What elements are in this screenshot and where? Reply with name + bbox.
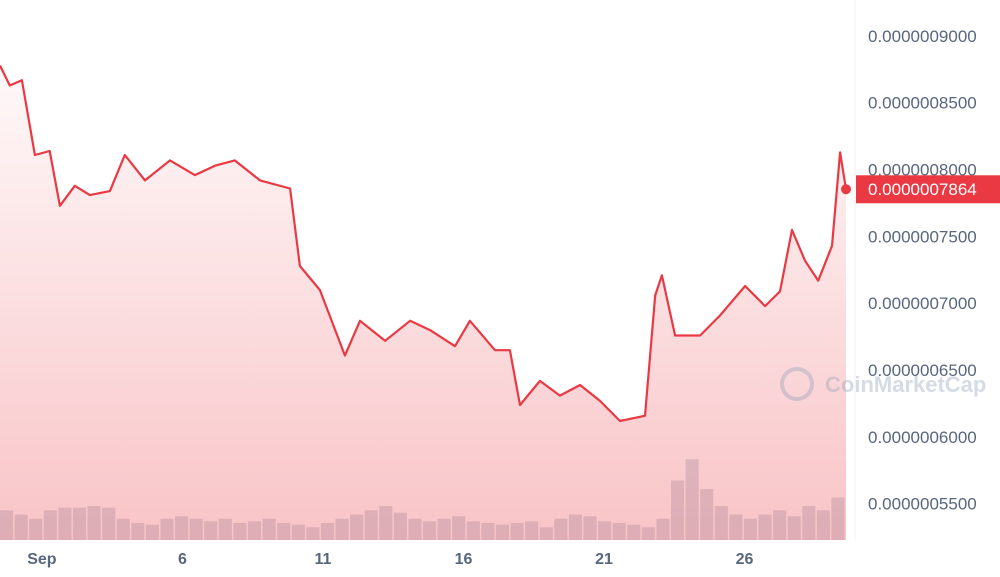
watermark-text: CoinMarketCap xyxy=(825,372,986,397)
x-tick-label: 21 xyxy=(595,551,613,568)
x-tick-label: 6 xyxy=(178,551,187,568)
current-price-tag xyxy=(856,175,1000,204)
current-price-label: 0.0000007864 xyxy=(868,180,977,199)
watermark: CoinMarketCap xyxy=(780,367,986,401)
x-tick-label: 26 xyxy=(736,551,754,568)
y-tick-label: 0.0000007500 xyxy=(868,227,977,246)
x-tick-label: 11 xyxy=(314,551,331,568)
y-tick-label: 0.0000009000 xyxy=(868,27,977,46)
area xyxy=(0,65,847,540)
y-tick-label: 0.0000006000 xyxy=(868,428,977,447)
last-point xyxy=(841,184,852,195)
y-tick-label: 0.0000006500 xyxy=(868,361,977,380)
price-line xyxy=(0,65,848,423)
y-tick-label: 0.0000005500 xyxy=(868,495,977,514)
x-tick-label: 16 xyxy=(455,551,473,568)
y-tick-label: 0.0000007000 xyxy=(868,294,977,313)
x-tick-label: Sep xyxy=(27,551,57,568)
y-tick-label: 0.0000008500 xyxy=(868,94,977,113)
plot xyxy=(0,65,852,540)
y-tick-label: 0.0000008000 xyxy=(868,161,977,180)
watermark-logo xyxy=(780,367,814,401)
